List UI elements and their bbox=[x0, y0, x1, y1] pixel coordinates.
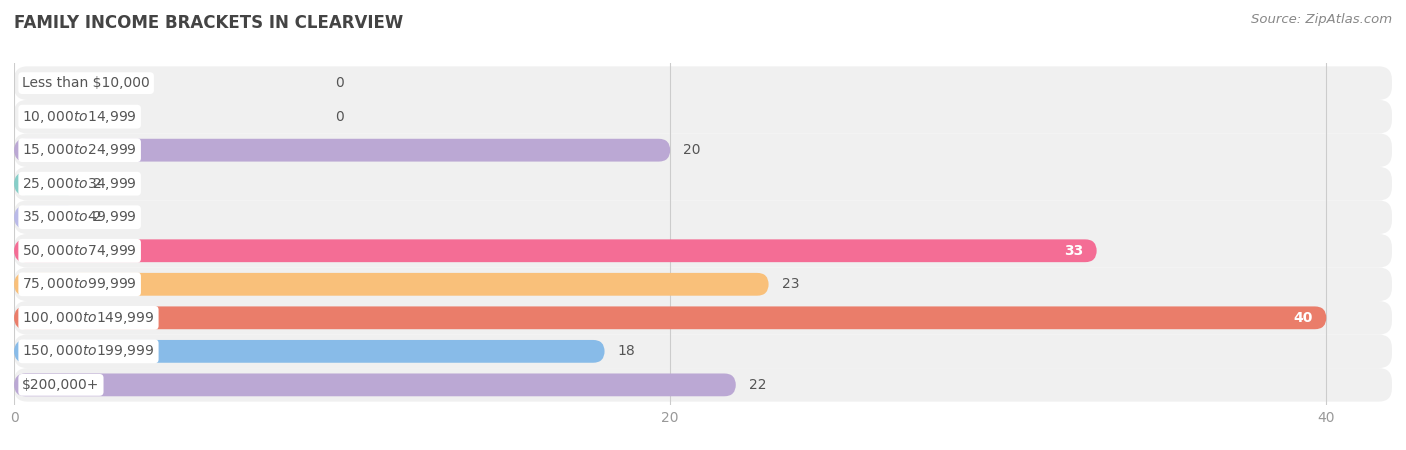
Text: 18: 18 bbox=[617, 344, 636, 358]
FancyBboxPatch shape bbox=[14, 200, 1392, 234]
FancyBboxPatch shape bbox=[14, 206, 80, 229]
Text: $200,000+: $200,000+ bbox=[22, 378, 100, 392]
Text: Less than $10,000: Less than $10,000 bbox=[22, 76, 150, 90]
FancyBboxPatch shape bbox=[14, 133, 1392, 167]
Text: 22: 22 bbox=[749, 378, 766, 392]
Text: FAMILY INCOME BRACKETS IN CLEARVIEW: FAMILY INCOME BRACKETS IN CLEARVIEW bbox=[14, 14, 404, 32]
FancyBboxPatch shape bbox=[14, 172, 80, 195]
FancyBboxPatch shape bbox=[14, 273, 769, 296]
Text: $15,000 to $24,999: $15,000 to $24,999 bbox=[22, 142, 136, 158]
Text: 2: 2 bbox=[93, 177, 101, 191]
Text: 23: 23 bbox=[782, 277, 799, 291]
FancyBboxPatch shape bbox=[14, 234, 1392, 268]
Text: $50,000 to $74,999: $50,000 to $74,999 bbox=[22, 243, 136, 259]
Text: 0: 0 bbox=[336, 110, 344, 124]
FancyBboxPatch shape bbox=[14, 340, 605, 363]
Text: Source: ZipAtlas.com: Source: ZipAtlas.com bbox=[1251, 14, 1392, 27]
FancyBboxPatch shape bbox=[14, 368, 1392, 402]
Text: 0: 0 bbox=[336, 76, 344, 90]
Text: 33: 33 bbox=[1064, 244, 1084, 258]
FancyBboxPatch shape bbox=[14, 100, 1392, 133]
FancyBboxPatch shape bbox=[14, 139, 671, 162]
Text: 20: 20 bbox=[683, 143, 700, 157]
FancyBboxPatch shape bbox=[14, 301, 1392, 335]
Text: 2: 2 bbox=[93, 210, 101, 224]
Text: $75,000 to $99,999: $75,000 to $99,999 bbox=[22, 276, 136, 292]
Text: $25,000 to $34,999: $25,000 to $34,999 bbox=[22, 176, 136, 192]
FancyBboxPatch shape bbox=[14, 374, 735, 396]
FancyBboxPatch shape bbox=[14, 306, 1326, 329]
Text: 40: 40 bbox=[1294, 311, 1313, 325]
Text: $150,000 to $199,999: $150,000 to $199,999 bbox=[22, 343, 155, 360]
Text: $100,000 to $149,999: $100,000 to $149,999 bbox=[22, 310, 155, 326]
FancyBboxPatch shape bbox=[14, 66, 1392, 100]
FancyBboxPatch shape bbox=[14, 268, 1392, 301]
Text: $35,000 to $49,999: $35,000 to $49,999 bbox=[22, 209, 136, 225]
FancyBboxPatch shape bbox=[14, 239, 1097, 262]
Text: $10,000 to $14,999: $10,000 to $14,999 bbox=[22, 108, 136, 125]
FancyBboxPatch shape bbox=[14, 167, 1392, 200]
FancyBboxPatch shape bbox=[14, 335, 1392, 368]
